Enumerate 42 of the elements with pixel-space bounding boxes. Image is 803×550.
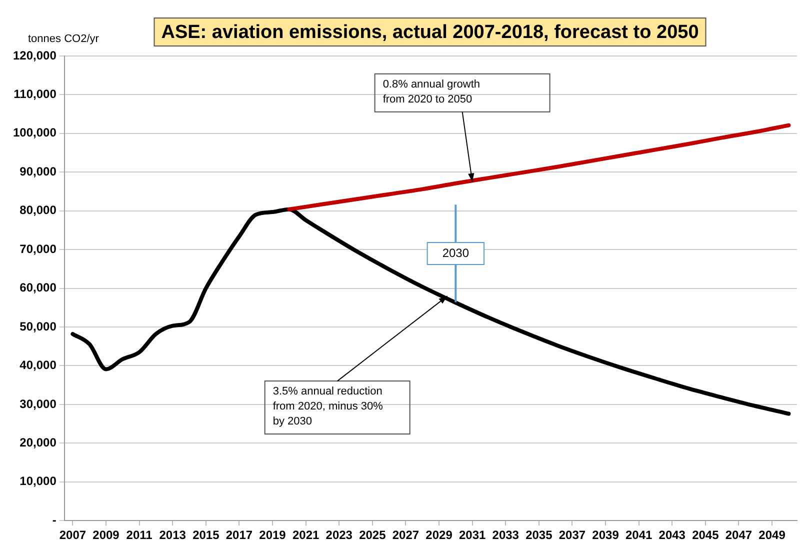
- x-tick-label: 2023: [326, 528, 353, 542]
- y-tick-label: 40,000: [20, 358, 57, 372]
- y-tick-label: 20,000: [20, 435, 57, 450]
- x-tick-label: 2017: [226, 528, 253, 542]
- x-tick-label: 2041: [625, 528, 652, 542]
- line-series: [70, 207, 791, 416]
- x-tick-label: 2009: [92, 528, 120, 542]
- x-tick-label: 2021: [292, 528, 320, 542]
- chart-title: ASE: aviation emissions, actual 2007-2018, forecast to 2050: [161, 22, 699, 44]
- x-tick-label: 2011: [126, 528, 153, 542]
- x-tick-label: 2031: [458, 528, 486, 542]
- x-tick-label: 2027: [392, 528, 420, 542]
- x-tick-label: 2047: [725, 528, 752, 542]
- x-tick-label: 2033: [492, 528, 520, 542]
- x-tick-label: 2025: [359, 528, 386, 542]
- x-tick-label: 2045: [692, 528, 720, 542]
- y-tick-label: 120,000: [12, 48, 57, 62]
- x-tick-label: 2039: [592, 528, 620, 542]
- y-tick-label: 50,000: [20, 319, 57, 334]
- y-tick-label: 100,000: [12, 126, 57, 140]
- x-tick-label: 2049: [758, 528, 786, 542]
- x-tick-label: 2029: [426, 528, 453, 542]
- x-tick-label: 2043: [658, 528, 686, 542]
- y-tick-label: 70,000: [20, 242, 57, 256]
- x-tick-label: 2013: [159, 528, 186, 542]
- x-tick-label: 2015: [192, 528, 220, 542]
- ref-line-label: 2030: [442, 246, 470, 260]
- y-tick-label: 90,000: [20, 164, 57, 178]
- x-tick-label: 2035: [526, 528, 553, 542]
- annotation: 0.8% annual growth from 2020 to 2050: [382, 78, 480, 106]
- y-tick-label: 80,000: [20, 203, 57, 218]
- line-series: [287, 123, 791, 212]
- y-tick-label: 60,000: [20, 280, 57, 295]
- y-tick-label: 10,000: [20, 474, 57, 488]
- y-tick-label: 30,000: [20, 396, 57, 411]
- x-tick-label: 2037: [558, 528, 586, 542]
- y-tick-label: -: [52, 512, 56, 527]
- x-tick-label: 2019: [259, 528, 286, 542]
- y-tick-label: 110,000: [14, 87, 57, 102]
- y-axis-title: tonnes CO2/yr: [28, 33, 100, 46]
- x-tick-label: 2007: [59, 528, 86, 542]
- annotation: 3.5% annual reduction from 2020, minus 30% by 2030: [272, 386, 384, 428]
